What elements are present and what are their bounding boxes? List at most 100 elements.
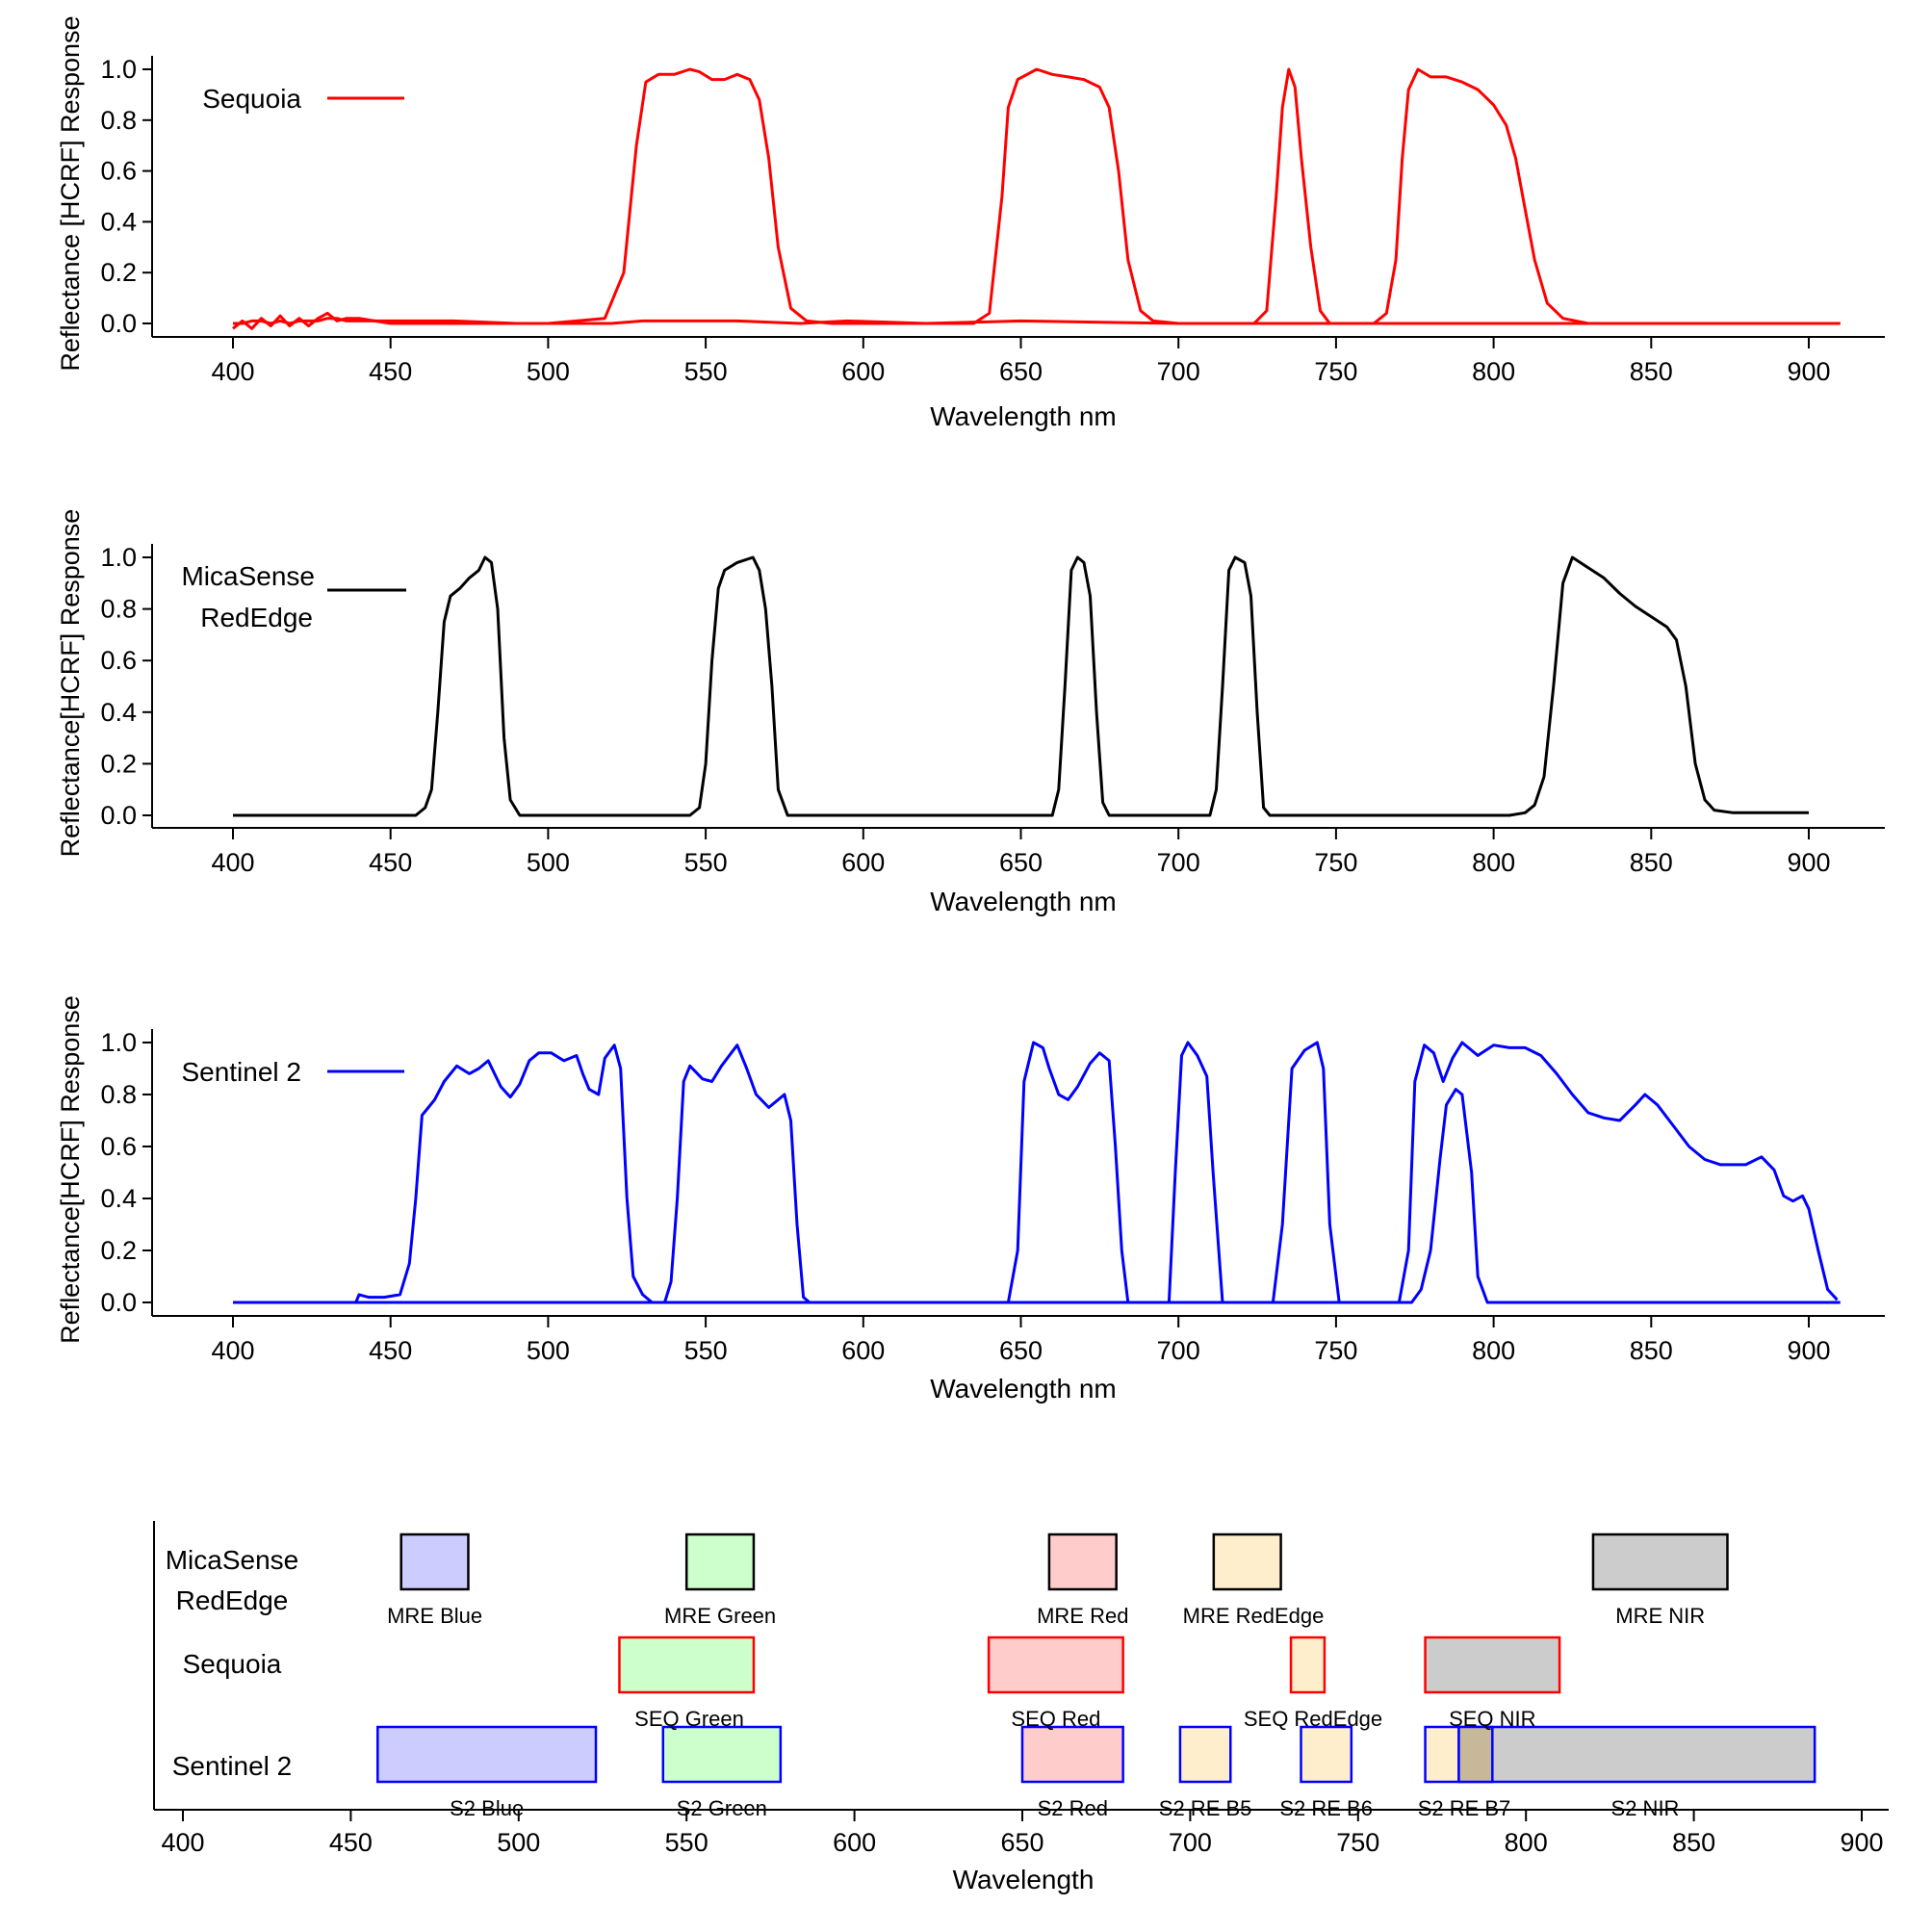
- y-tick-label: 0.4: [100, 207, 137, 236]
- band-label: SEQ NIR: [1449, 1707, 1535, 1731]
- band-label: S2 RE B7: [1418, 1796, 1511, 1820]
- x-tick-label: 750: [1336, 1828, 1379, 1857]
- x-tick-label: 600: [841, 357, 885, 386]
- row-label: MicaSense: [166, 1545, 299, 1575]
- band-label: SEQ RedEdge: [1244, 1707, 1382, 1731]
- x-axis-title: Wavelength nm: [930, 1374, 1117, 1404]
- band-box: [1591, 1533, 1729, 1591]
- band-box: [376, 1725, 598, 1784]
- y-tick-label: 1.0: [100, 543, 137, 572]
- series-line-1: [233, 1088, 1841, 1304]
- x-tick-label: 450: [329, 1828, 373, 1857]
- band-box: [1212, 1533, 1282, 1591]
- band-label: S2 RE B5: [1159, 1796, 1252, 1820]
- legend: MicaSense RedEdge: [181, 561, 406, 632]
- x-tick-label: 900: [1787, 357, 1830, 386]
- band-label: MRE RedEdge: [1183, 1604, 1325, 1628]
- x-tick-label: 600: [841, 1336, 885, 1365]
- y-tick-label: 1.0: [100, 55, 137, 84]
- band-box: [399, 1533, 470, 1591]
- x-tick-label: 800: [1472, 848, 1515, 877]
- x-tick-label: 700: [1157, 848, 1200, 877]
- x-tick-label: 700: [1157, 1336, 1200, 1365]
- y-tick-label: 0.2: [100, 258, 137, 287]
- legend: Sequoia: [202, 84, 404, 114]
- series-line-1: [233, 317, 1841, 325]
- x-tick-label: 700: [1157, 357, 1200, 386]
- band-label: S2 RE B6: [1279, 1796, 1373, 1820]
- x-tick-label: 450: [369, 1336, 412, 1365]
- y-axis-title: Reflectance[HCRF] Response: [56, 509, 85, 858]
- x-axis-title: Wavelength nm: [930, 887, 1117, 916]
- band-box: [1289, 1636, 1327, 1694]
- micasense-response-panel: 0.0 0.2 0.4 0.6 0.8 1.0 400 450 500 550 600 650 700 7…: [56, 509, 1885, 916]
- x-axis-title: Wavelength: [953, 1865, 1095, 1894]
- y-tick-label: 0.8: [100, 1080, 137, 1109]
- sequoia-response-panel: 0.0 0.2 0.4 0.6 0.8 1.0 400 450 500 550 600 650 700 7…: [56, 15, 1885, 431]
- legend-label: MicaSense: [181, 561, 315, 591]
- band-box: [1178, 1725, 1232, 1784]
- series-line-0: [232, 67, 1841, 330]
- x-tick-label: 600: [833, 1828, 876, 1857]
- x-tick-label: 700: [1169, 1828, 1212, 1857]
- row-label: RedEdge: [176, 1585, 289, 1615]
- x-tick-label: 650: [999, 1336, 1043, 1365]
- x-tick-label: 800: [1505, 1828, 1548, 1857]
- row-label: Sentinel 2: [172, 1751, 293, 1781]
- x-tick-label: 800: [1472, 357, 1515, 386]
- y-tick-label: 0.2: [100, 1236, 137, 1265]
- y-axis-title: Reflectance [HCRF] Response: [56, 15, 85, 371]
- x-tick-label: 850: [1630, 357, 1673, 386]
- x-tick-label: 900: [1787, 1336, 1830, 1365]
- legend: Sentinel 2: [181, 1057, 404, 1087]
- y-axis-title: Reflectance[HCRF] Response: [56, 995, 85, 1344]
- band-label: S2 Blue: [450, 1796, 524, 1820]
- x-tick-label: 750: [1314, 848, 1357, 877]
- legend-label: RedEdge: [200, 603, 313, 632]
- x-tick-label: 650: [1000, 1828, 1043, 1857]
- x-tick-label: 500: [497, 1828, 540, 1857]
- band-label: S2 Green: [677, 1796, 767, 1820]
- band-box: [1424, 1636, 1561, 1694]
- band-box: [1300, 1725, 1353, 1784]
- band-label: S2 Red: [1038, 1796, 1108, 1820]
- band-box: [1020, 1725, 1124, 1784]
- x-tick-label: 650: [999, 357, 1043, 386]
- y-tick-label: 1.0: [100, 1028, 137, 1057]
- legend-label: Sequoia: [202, 84, 301, 114]
- x-tick-label: 550: [684, 1336, 728, 1365]
- y-tick-label: 0.6: [100, 1132, 137, 1161]
- y-tick-label: 0.0: [100, 1288, 137, 1317]
- x-tick-label: 750: [1314, 357, 1357, 386]
- y-tick-label: 0.0: [100, 801, 137, 830]
- series-line-0: [233, 555, 1809, 817]
- x-tick-label: 650: [999, 848, 1043, 877]
- x-tick-label: 550: [684, 848, 728, 877]
- x-tick-label: 500: [527, 357, 570, 386]
- x-tick-label: 500: [527, 1336, 570, 1365]
- sentinel2-response-panel: 0.0 0.2 0.4 0.6 0.8 1.0 400 450 500 550 600 650 700 7…: [56, 995, 1885, 1404]
- band-comparison-panel: 400 450 500 550 600 650 700 750 800 850 900 Wavelen…: [153, 1521, 1889, 1894]
- x-tick-label: 400: [211, 848, 254, 877]
- x-tick-label: 750: [1314, 1336, 1357, 1365]
- x-tick-label: 850: [1630, 1336, 1673, 1365]
- band-label: MRE NIR: [1615, 1604, 1705, 1628]
- band-overlap: [1458, 1728, 1493, 1781]
- band-box: [1047, 1533, 1118, 1591]
- legend-label: Sentinel 2: [181, 1057, 301, 1087]
- band-label: SEQ Green: [634, 1707, 744, 1731]
- band-label: MRE Blue: [387, 1604, 482, 1628]
- x-tick-label: 450: [369, 848, 412, 877]
- y-tick-label: 0.0: [100, 309, 137, 338]
- x-axis-title: Wavelength nm: [930, 401, 1117, 431]
- x-tick-label: 600: [841, 848, 885, 877]
- x-tick-label: 850: [1630, 848, 1673, 877]
- y-tick-label: 0.8: [100, 106, 137, 135]
- x-tick-label: 800: [1472, 1336, 1515, 1365]
- x-tick-label: 550: [665, 1828, 708, 1857]
- y-tick-label: 0.4: [100, 698, 137, 727]
- x-tick-label: 400: [161, 1828, 204, 1857]
- band-label: MRE Green: [664, 1604, 776, 1628]
- row-label: Sequoia: [183, 1649, 282, 1679]
